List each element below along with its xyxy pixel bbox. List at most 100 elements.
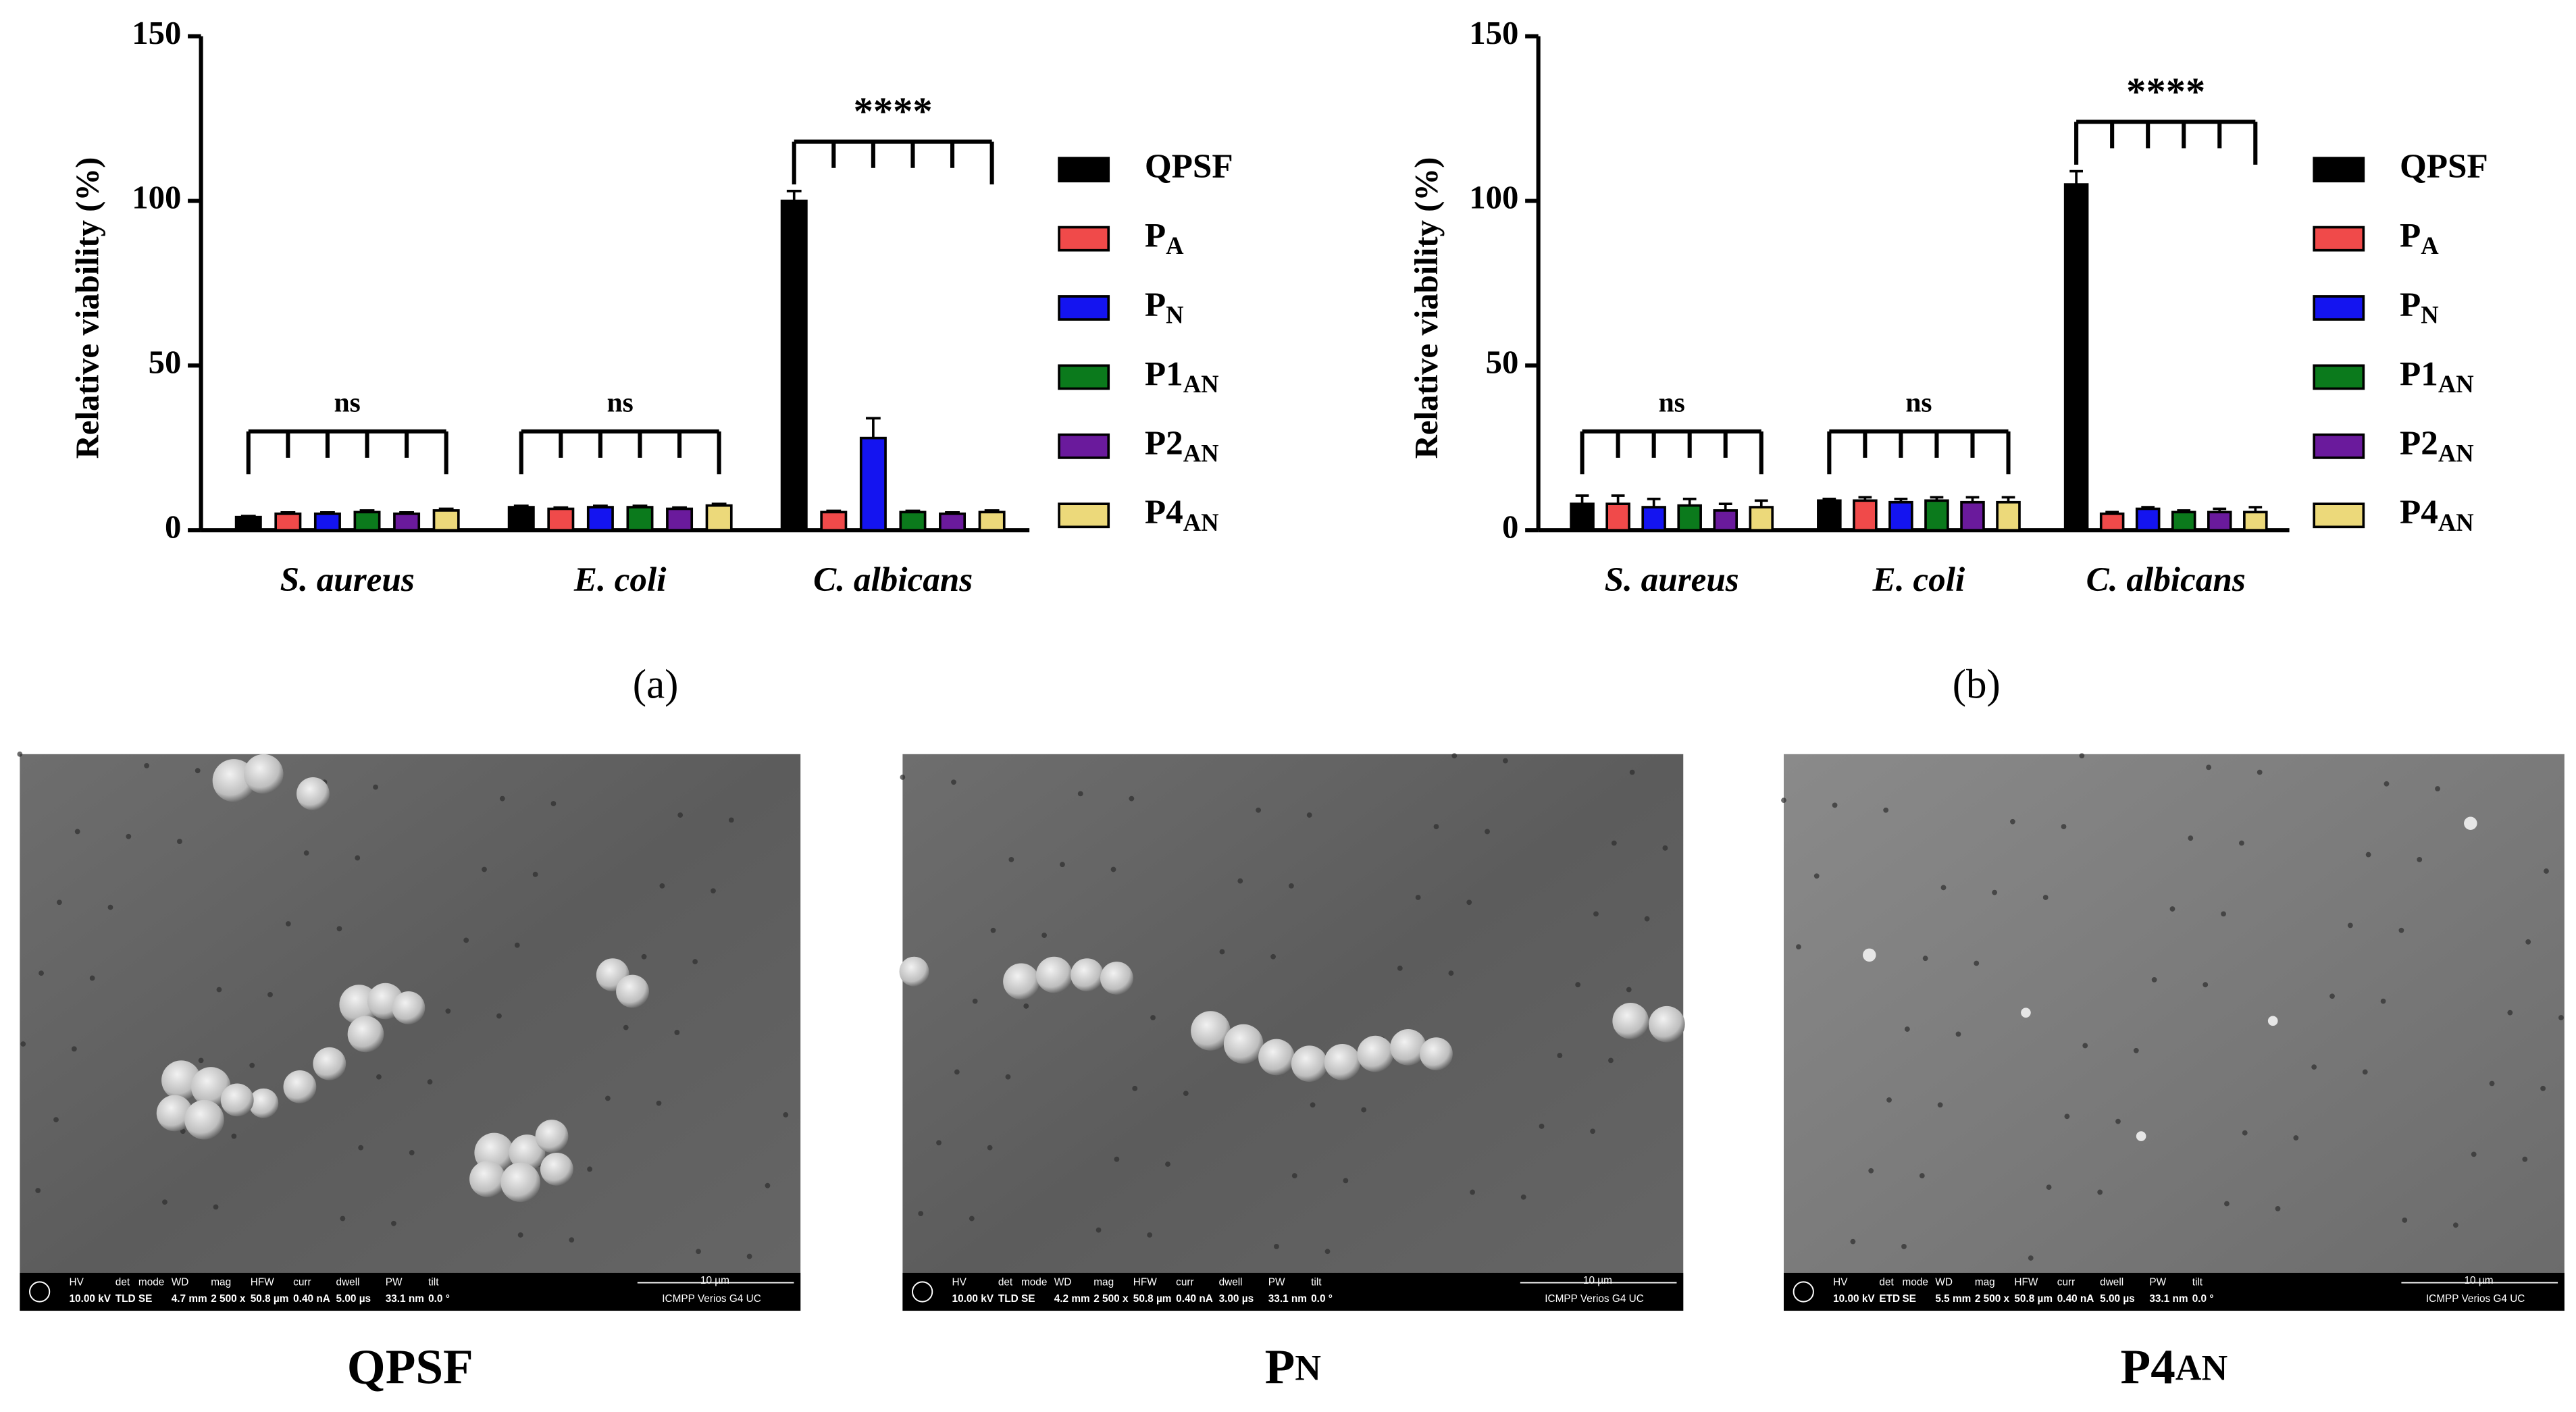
pore	[1147, 1232, 1153, 1238]
legend-subscript: AN	[1183, 440, 1219, 467]
cell	[2464, 816, 2477, 830]
y-tick-label: 100	[1469, 180, 1518, 216]
info-bar	[20, 1272, 801, 1311]
pore	[463, 937, 469, 943]
pore	[954, 1069, 960, 1075]
pore	[2380, 998, 2386, 1004]
info-label: dwell	[1219, 1277, 1243, 1288]
pore	[1060, 862, 1065, 868]
pore	[144, 762, 150, 768]
pore	[2064, 1114, 2070, 1120]
pore	[674, 1030, 680, 1035]
pore	[427, 1079, 433, 1084]
pore	[2540, 1085, 2546, 1091]
pore	[1611, 840, 1617, 846]
pore	[162, 1199, 168, 1205]
info-label: mag	[1975, 1277, 1995, 1288]
pore	[2097, 1189, 2103, 1195]
bar	[1996, 500, 2021, 532]
info-value: SE	[1021, 1293, 1035, 1305]
cell	[500, 1162, 540, 1203]
pore	[936, 1140, 942, 1146]
bar	[1853, 499, 1878, 532]
info-value: 10.00 kV	[952, 1293, 994, 1305]
significance-label: ns	[607, 386, 634, 417]
legend-label: PA	[1145, 216, 1184, 259]
legend-swatch	[1058, 157, 1110, 183]
pore	[1662, 845, 1668, 851]
pore	[2242, 1130, 2248, 1136]
legend-subscript: A	[2421, 232, 2439, 260]
pore	[1129, 795, 1135, 802]
cell	[1191, 1011, 1231, 1051]
pore	[1520, 1194, 1526, 1200]
pore	[216, 987, 222, 993]
pore	[74, 829, 80, 835]
info-value: 2 500 x	[1093, 1293, 1129, 1305]
cell	[392, 991, 426, 1024]
pore	[2082, 1043, 2088, 1049]
info-label: mag	[1093, 1277, 1114, 1288]
pore	[1343, 1178, 1349, 1184]
legend-name: P1	[1145, 355, 1183, 393]
image-caption: P4AN	[2121, 1339, 2228, 1394]
pore	[355, 855, 361, 861]
pore	[659, 883, 665, 889]
bar	[547, 507, 575, 532]
pore	[1096, 1227, 1102, 1233]
bar	[313, 512, 341, 532]
cell	[1357, 1035, 1394, 1072]
pore	[1901, 1244, 1907, 1249]
cell	[1612, 1003, 1649, 1039]
info-value: 2 500 x	[211, 1293, 246, 1305]
pore	[1448, 970, 1454, 976]
pore	[1940, 885, 1947, 891]
pore	[2115, 1118, 2121, 1124]
pore	[623, 1024, 629, 1030]
pore	[2293, 1135, 2299, 1141]
pore	[1274, 1244, 1279, 1249]
pore	[1626, 987, 1632, 993]
pore	[605, 1095, 611, 1101]
info-label: mode	[1021, 1277, 1047, 1288]
pore	[2061, 824, 2067, 830]
pore	[1150, 1015, 1156, 1020]
info-label: curr	[1176, 1277, 1193, 1288]
pore	[656, 1100, 662, 1106]
pore	[746, 1253, 752, 1259]
info-label: dwell	[2100, 1277, 2123, 1288]
pore	[765, 1182, 771, 1188]
caption-subscript: N	[1295, 1348, 1321, 1388]
bar	[626, 506, 654, 532]
pore	[532, 871, 538, 877]
pore	[2224, 1201, 2230, 1207]
bar	[978, 511, 1006, 532]
legend-subscript: N	[1166, 301, 1183, 329]
info-label: mode	[138, 1277, 164, 1288]
cell	[2136, 1131, 2146, 1141]
pore	[213, 1204, 219, 1210]
y-tick-label: 0	[1502, 508, 1518, 545]
bar	[1605, 502, 1630, 532]
pore	[783, 1112, 789, 1118]
info-label: mag	[211, 1277, 231, 1288]
pore	[2010, 818, 2015, 825]
bar	[2135, 507, 2161, 532]
pore	[1306, 812, 1312, 818]
bar	[2063, 183, 2089, 532]
bar	[1677, 504, 1702, 532]
info-label: dwell	[336, 1277, 360, 1288]
x-tick-label: E. coli	[573, 560, 666, 599]
pore	[391, 1220, 396, 1226]
legend-name: P	[1145, 286, 1166, 324]
pore	[2362, 1069, 2368, 1075]
pore	[2206, 764, 2212, 770]
pore	[499, 795, 505, 802]
cell	[2021, 1008, 2031, 1018]
cell	[1071, 958, 1104, 991]
x-tick-label: S. aureus	[1605, 560, 1739, 599]
info-value: 0.40 nA	[293, 1293, 330, 1305]
cell	[283, 1070, 317, 1103]
pore	[2435, 786, 2440, 791]
